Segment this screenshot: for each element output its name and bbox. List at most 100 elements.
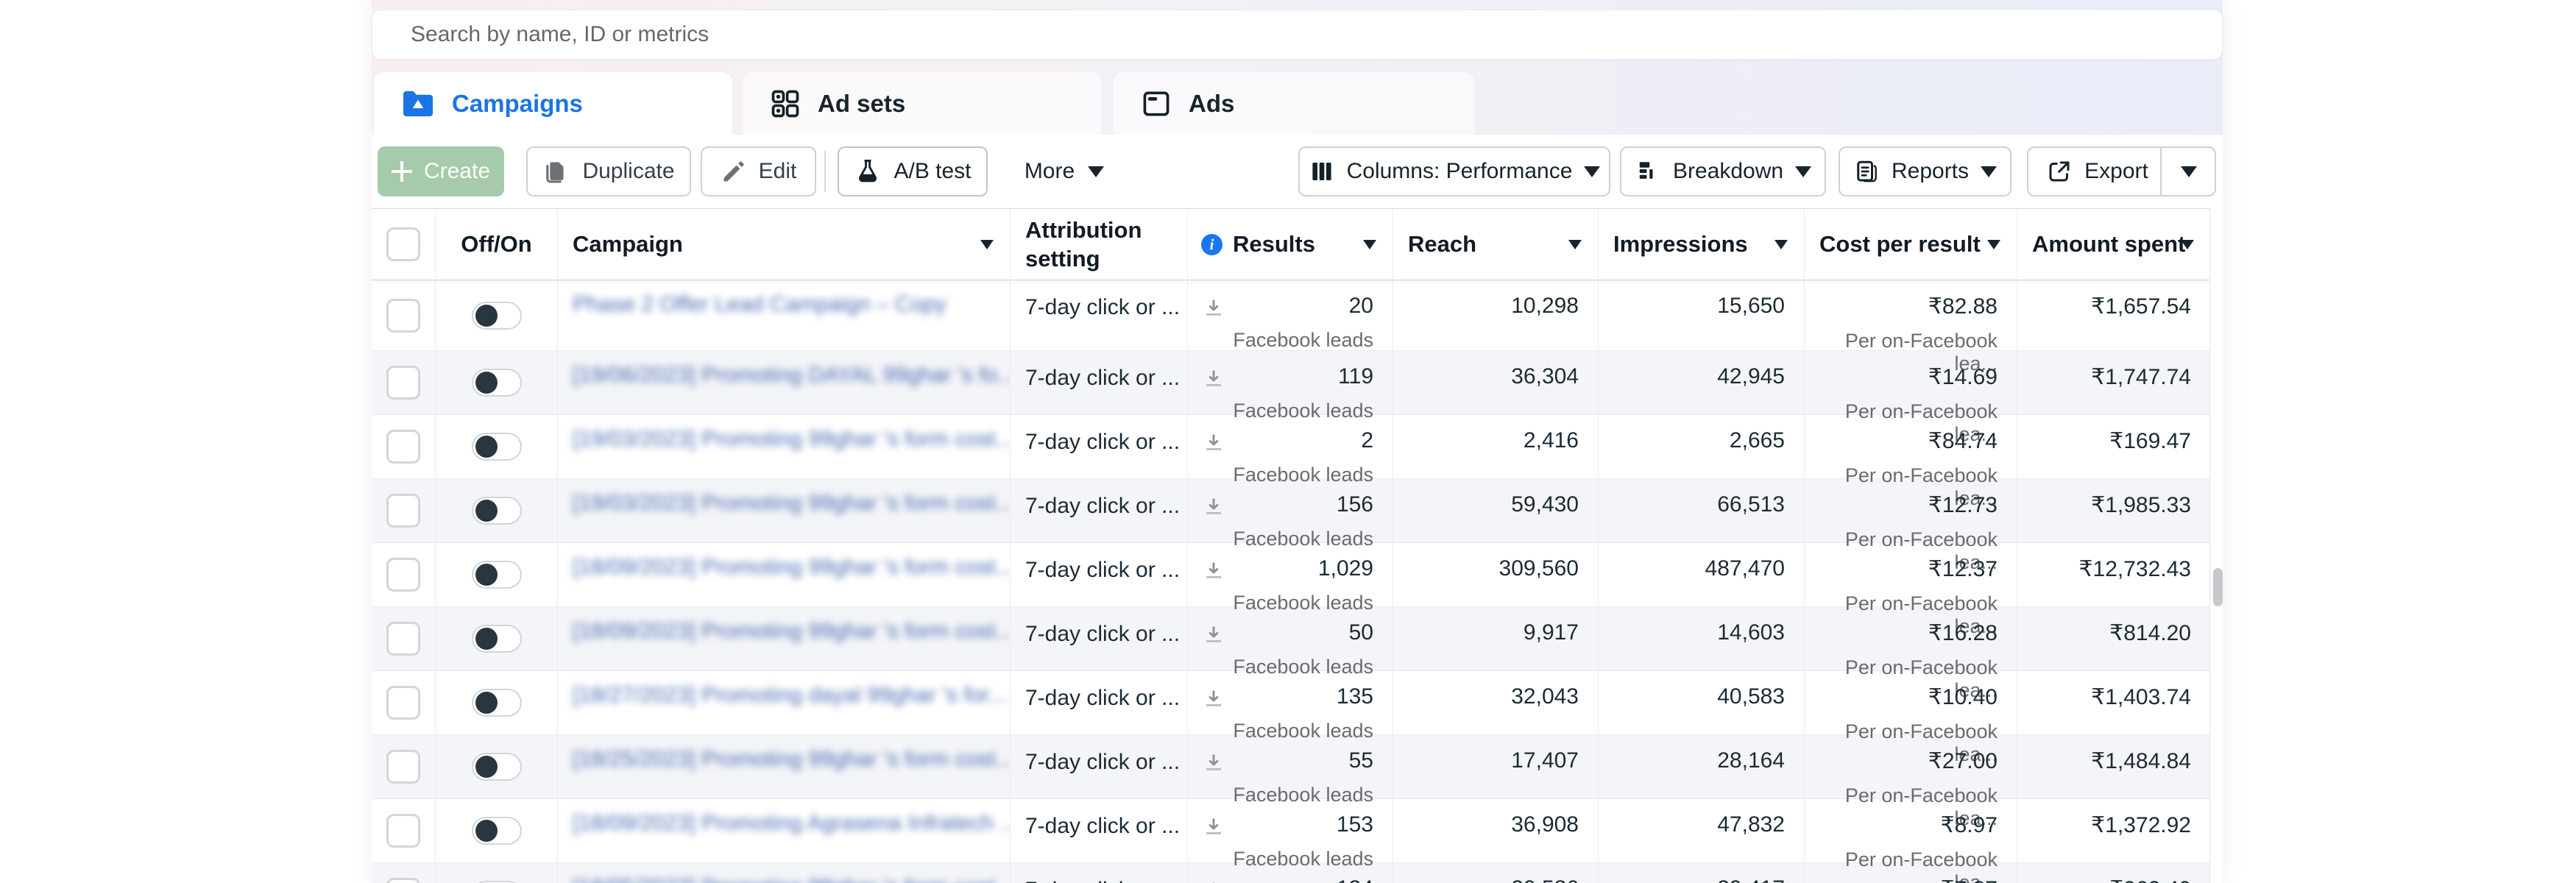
campaign-name-link[interactable]: [19/03/2023] Promoting 99ghar 's form co… [573, 427, 1011, 451]
cost-per-result-sublabel: Per on-Facebook lea... [1844, 848, 1998, 883]
campaign-name-link[interactable]: [18/27/2023] Promoting dayal 99ghar 's f… [573, 683, 1007, 707]
off-on-toggle[interactable] [471, 301, 522, 330]
off-on-toggle[interactable] [471, 433, 522, 461]
row-checkbox[interactable] [386, 878, 420, 883]
reach-header-label: Reach [1408, 231, 1477, 257]
info-icon[interactable] [1201, 233, 1222, 255]
campaign-name-link[interactable]: [18/09/2023] Promoting 99ghar 's form co… [573, 619, 1011, 643]
impressions-cell: 47,832 [1599, 799, 1805, 862]
campaign-name-link[interactable]: [18/09/2023] Promoting Agrasena Infratec… [573, 811, 1011, 835]
impressions-cell: 42,945 [1599, 351, 1805, 414]
tab-campaigns[interactable]: Campaigns [374, 72, 732, 135]
download-arrow-icon [1206, 299, 1222, 316]
table-row: [19/06/2023] Promoting DAYAL 99ghar 's f… [372, 351, 2209, 445]
row-checkbox[interactable] [386, 430, 420, 464]
results-value: 156 [1336, 492, 1373, 517]
reach-cell: 17,407 [1393, 735, 1599, 798]
cost-per-result-sublabel: Per on-Facebook lea... [1844, 330, 1998, 375]
cost-per-result-value: ₹27.00 [1928, 749, 1998, 773]
attribution-cell: 7-day click or ... [1011, 479, 1188, 542]
export-button[interactable]: Export [2027, 146, 2216, 196]
campaign-name-link[interactable]: [18/05/2023] Promoting 99ghar 's form co… [573, 875, 1010, 883]
breakdown-button[interactable]: Breakdown [1620, 146, 1826, 196]
amount-spent-cell: ₹169.47 [2017, 415, 2209, 478]
header-reach[interactable]: Reach [1393, 209, 1599, 280]
off-on-toggle[interactable] [471, 753, 522, 781]
amount-spent-cell: ₹1,484.84 [2017, 735, 2209, 798]
amount-spent-value: ₹962.40 [2017, 876, 2191, 883]
row-checkbox[interactable] [386, 622, 420, 656]
select-all-checkbox[interactable] [386, 227, 420, 261]
more-button-label: More [1024, 159, 1075, 183]
table-row: [19/03/2023] Promoting 99ghar 's form co… [372, 415, 2209, 509]
edit-button[interactable]: Edit [701, 146, 816, 196]
toolbar-divider [824, 151, 826, 192]
amount-spent-header-label: Amount spent [2032, 231, 2186, 257]
row-checkbox[interactable] [386, 366, 420, 400]
table-row: Phase 2 Offer Lead Campaign – Copy 7-day… [372, 280, 2209, 375]
results-sublabel: Facebook leads [1233, 400, 1373, 422]
impressions-cell: 66,513 [1599, 479, 1805, 542]
row-checkbox[interactable] [386, 750, 420, 784]
row-checkbox[interactable] [386, 494, 420, 528]
off-on-toggle[interactable] [471, 561, 522, 589]
row-select-cell [372, 280, 436, 350]
table-row: [18/09/2023] Promoting Agrasena Infratec… [372, 799, 2209, 883]
columns-button[interactable]: Columns: Performance [1298, 146, 1610, 196]
ab-test-button[interactable]: A/B test [838, 146, 988, 196]
campaign-name-link[interactable]: [19/06/2023] Promoting DAYAL 99ghar 's f… [573, 363, 1011, 387]
reach-cell: 20,586 [1393, 863, 1599, 883]
duplicate-button[interactable]: Duplicate [526, 146, 691, 196]
reach-cell: 59,430 [1393, 479, 1599, 542]
header-attribution-setting[interactable]: Attribution setting [1011, 209, 1188, 280]
campaign-name-link[interactable]: Phase 2 Offer Lead Campaign – Copy [573, 292, 947, 316]
reports-button[interactable]: Reports [1839, 146, 2011, 196]
row-checkbox[interactable] [386, 298, 420, 333]
row-checkbox[interactable] [386, 558, 420, 592]
tab-ads[interactable]: Ads [1114, 72, 1474, 135]
header-amount-spent[interactable]: Amount spent [2017, 209, 2209, 280]
results-cell: 2 Facebook leads [1188, 415, 1393, 486]
campaign-name-link[interactable]: [19/03/2023] Promoting 99ghar 's form co… [573, 491, 1011, 515]
off-on-toggle[interactable] [471, 497, 522, 525]
header-campaign[interactable]: Campaign [558, 209, 1011, 280]
impressions-value: 29,417 [1599, 876, 1785, 883]
tab-ad-sets[interactable]: Ad sets [743, 72, 1101, 135]
reach-cell: 9,917 [1393, 607, 1599, 670]
duplicate-icon [546, 162, 564, 183]
row-checkbox[interactable] [386, 686, 420, 720]
results-cell: 135 Facebook leads [1188, 671, 1393, 742]
vertical-scrollbar-thumb[interactable] [2213, 568, 2223, 606]
impressions-value: 14,603 [1717, 620, 1785, 645]
header-results[interactable]: Results [1188, 209, 1393, 280]
header-impressions[interactable]: Impressions [1599, 209, 1805, 280]
campaign-name-link[interactable]: [18/25/2023] Promoting 99ghar 's form co… [573, 747, 1011, 771]
cost-per-result-cell: ₹10.40 Per on-Facebook lea... [1805, 671, 2017, 765]
more-button[interactable]: More [1020, 146, 1108, 196]
ad-sets-grid-icon [771, 90, 799, 117]
results-sublabel: Facebook leads [1233, 720, 1373, 742]
row-toggle-cell [436, 863, 558, 883]
header-cost-per-result[interactable]: Cost per result [1805, 209, 2017, 280]
export-dropdown-button[interactable] [2160, 146, 2216, 196]
chevron-down-icon [1088, 166, 1105, 177]
reach-value: 59,430 [1511, 492, 1579, 517]
campaign-name-link[interactable]: [18/09/2023] Promoting 99ghar 's form co… [573, 555, 1011, 579]
off-on-toggle[interactable] [471, 817, 522, 845]
chevron-down-icon [1795, 166, 1812, 177]
off-on-toggle[interactable] [471, 625, 522, 653]
off-on-toggle[interactable] [471, 369, 522, 397]
create-button[interactable]: Create [378, 146, 504, 196]
toggle-knob [475, 820, 498, 842]
download-arrow-icon [1206, 690, 1222, 706]
off-on-toggle[interactable] [471, 689, 522, 717]
table-body: Phase 2 Offer Lead Campaign – Copy 7-day… [372, 280, 2209, 883]
reach-cell: 309,560 [1393, 543, 1599, 606]
row-checkbox[interactable] [386, 814, 420, 848]
table-row: [19/03/2023] Promoting 99ghar 's form co… [372, 479, 2209, 573]
search-input[interactable] [411, 22, 2103, 47]
sort-caret-icon [980, 240, 994, 249]
row-toggle-cell [436, 607, 558, 670]
toggle-knob [475, 628, 498, 650]
reach-cell: 32,043 [1393, 671, 1599, 734]
